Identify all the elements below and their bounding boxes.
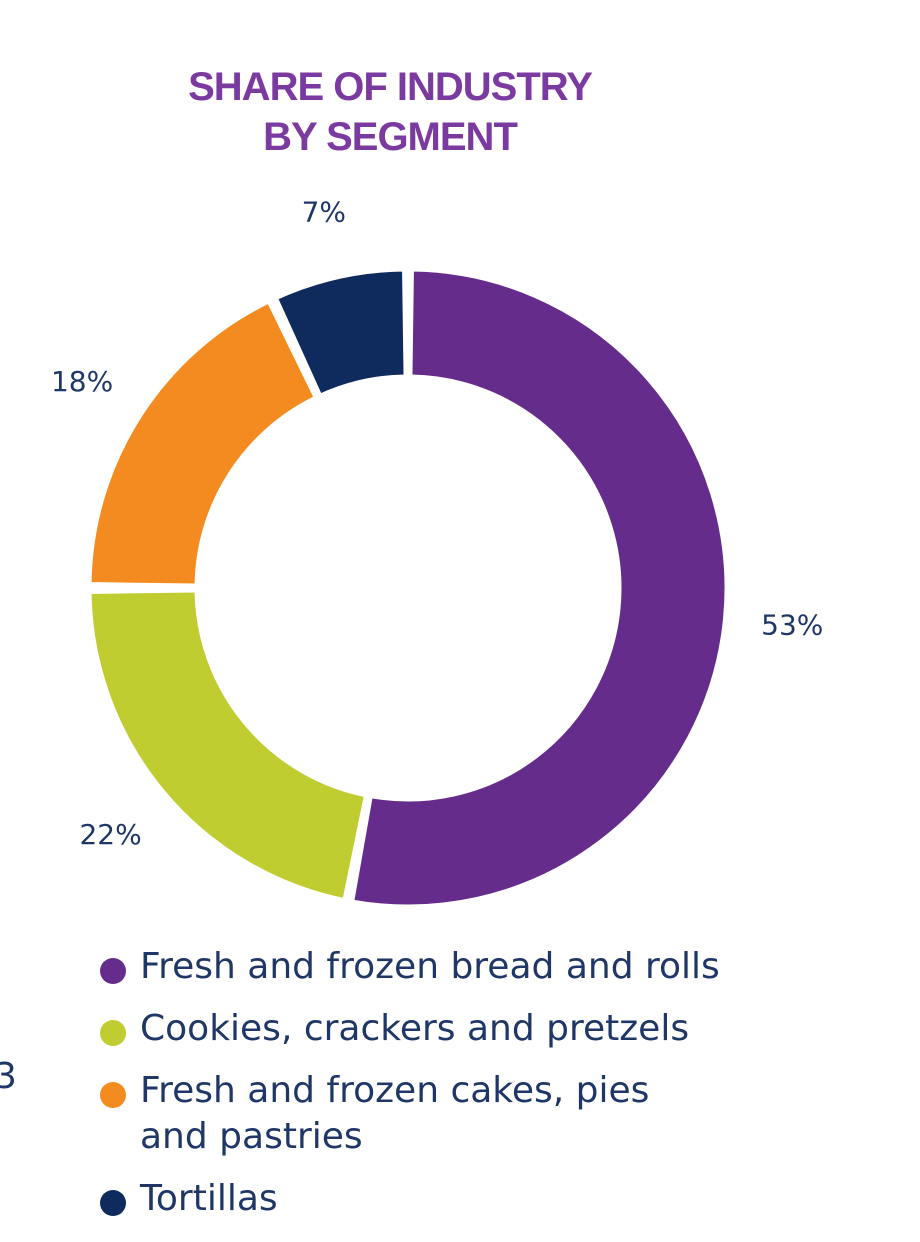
chart-title: SHARE OF INDUSTRY BY SEGMENT [0, 62, 780, 162]
cropped-text-fragment: 3 [0, 1056, 17, 1097]
legend-item-tortillas: Tortillas [96, 1176, 876, 1222]
legend-swatch-bread [100, 958, 126, 984]
legend-label-tortillas: Tortillas [140, 1178, 278, 1219]
donut-slice-cookies [88, 589, 368, 902]
donut-slice-bread [351, 268, 728, 908]
donut-slice-cakes [88, 300, 318, 587]
legend-label-bread: Fresh and frozen bread and rolls [140, 946, 720, 987]
donut-slice-tortillas [274, 268, 407, 397]
chart-title-line-1: SHARE OF INDUSTRY [188, 65, 593, 109]
legend-label-cakes-line-1: Fresh and frozen cakes, pies [140, 1070, 650, 1111]
value-label-bread: 53% [761, 608, 823, 641]
chart-title-line-2: BY SEGMENT [263, 115, 518, 159]
legend-swatch-cookies [100, 1020, 126, 1046]
legend-swatch-tortillas [100, 1190, 126, 1216]
legend-label-cookies: Cookies, crackers and pretzels [140, 1008, 690, 1049]
legend-label-cakes-line-2: and pastries [140, 1116, 363, 1157]
value-label-cakes: 18% [51, 365, 113, 398]
legend: Fresh and frozen bread and rolls Cookies… [96, 944, 876, 1238]
legend-item-cookies: Cookies, crackers and pretzels [96, 1006, 876, 1052]
value-label-cookies: 22% [79, 818, 141, 851]
value-label-tortillas: 7% [302, 195, 346, 228]
legend-item-cakes: Fresh and frozen cakes, pies and pastrie… [96, 1068, 876, 1160]
legend-item-bread: Fresh and frozen bread and rolls [96, 944, 876, 990]
legend-swatch-cakes [100, 1082, 126, 1108]
